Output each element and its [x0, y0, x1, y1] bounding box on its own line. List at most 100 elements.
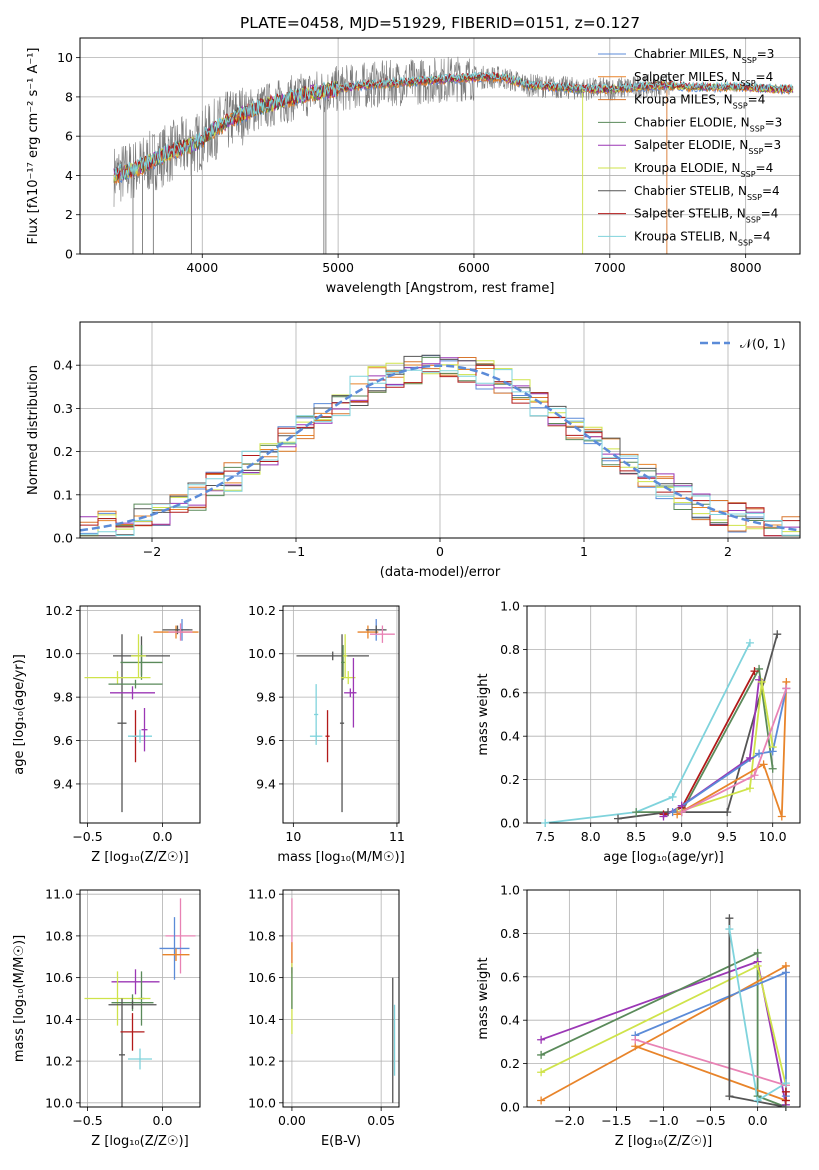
y-tick-label: 10.4 — [248, 1012, 276, 1027]
x-axis-label: (data-model)/error — [380, 565, 501, 580]
y-tick-label: 10 — [57, 50, 73, 65]
gridlines — [283, 890, 399, 1107]
x-tick-label: 0.00 — [278, 1113, 306, 1128]
weight-marker — [757, 677, 766, 686]
weight-marker — [753, 948, 762, 957]
axes-frame — [79, 605, 201, 824]
weight-marker — [673, 810, 682, 819]
legend-subscript: SSP — [750, 124, 765, 133]
y-tick-label: 4 — [65, 168, 73, 183]
x-tick-label: 6000 — [458, 260, 490, 275]
weight-marker — [755, 664, 764, 673]
plot-area — [113, 56, 794, 254]
chart-massweight_vs_age: 7.5 8.0 8.5 9.0 9.5 10.0 0.0 0.2 0.4 0.6 0.8 1.0 age… — [476, 599, 801, 865]
y-tick-label: 9.6 — [53, 733, 73, 748]
y-tick-label: 0.0 — [500, 816, 520, 831]
legend-suffix: =4 — [756, 161, 774, 175]
legend-subscript: SSP — [742, 56, 757, 65]
legend-subscript: SSP — [738, 238, 753, 247]
weight-marker — [753, 961, 762, 970]
x-tick-label: −1.5 — [601, 1113, 631, 1128]
spectrum-model-line — [113, 71, 794, 180]
x-tick-label: 0.0 — [748, 1113, 768, 1128]
spectrum-legend: Chabrier MILES, NSSP=3 Salpeter MILES, NS… — [598, 47, 782, 247]
y-tick-label: 0.2 — [53, 444, 73, 459]
weight-marker — [745, 638, 754, 647]
chart-residuals: −2 −1 0 1 2 0.0 0.1 0.2 0.3 0.4 (data-model)/error… — [26, 321, 801, 580]
legend-subscript: SSP — [747, 192, 762, 201]
figure-title: PLATE=0458, MJD=51929, FIBERID=0151, z=0… — [240, 14, 640, 32]
y-tick-label: 10.2 — [45, 603, 73, 618]
plot-area — [545, 633, 788, 823]
y-tick-label: 1.0 — [500, 883, 520, 898]
y-axis-label: mass weight — [476, 673, 491, 755]
weight-marker — [541, 819, 550, 827]
x-axis-label: Z [log₁₀(Z/Z☉)] — [91, 850, 188, 865]
y-tick-label: 10.8 — [248, 928, 276, 943]
y-tick-label: 10.6 — [45, 970, 73, 985]
legend-suffix: =4 — [753, 229, 771, 243]
y-axis-label: Flux [fλ10⁻¹⁷ erg cm⁻² s⁻¹ A⁻¹] — [26, 48, 41, 245]
axes-frame — [526, 605, 801, 824]
y-tick-label: 0.4 — [500, 729, 520, 744]
y-tick-label: 10.2 — [45, 1054, 73, 1069]
legend-suffix: =3 — [765, 115, 783, 129]
y-tick-label: 10.2 — [248, 1054, 276, 1069]
y-tick-label: 0 — [65, 247, 73, 262]
x-tick-label: 8.5 — [626, 829, 646, 844]
x-tick-label: 9.5 — [717, 829, 737, 844]
legend-suffix: =4 — [748, 93, 766, 107]
gaussian-curve — [80, 364, 800, 532]
x-tick-label: 0 — [436, 544, 444, 559]
x-axis-label: Z [log₁₀(Z/Z☉)] — [615, 1134, 712, 1149]
x-tick-label: 0.0 — [153, 829, 173, 844]
legend-suffix: =4 — [762, 184, 780, 198]
x-tick-label: 8000 — [730, 260, 762, 275]
y-tick-label: 0.0 — [500, 1100, 520, 1115]
axes-frame — [526, 889, 801, 1108]
weight-marker — [781, 968, 790, 977]
plot-area — [80, 354, 800, 537]
x-tick-label: 10 — [285, 829, 301, 844]
y-tick-label: 10.0 — [248, 1095, 276, 1110]
y-tick-label: 0.8 — [500, 642, 520, 657]
legend-label: 𝒩(0, 1) — [740, 336, 786, 351]
y-tick-label: 0.6 — [500, 685, 520, 700]
legend-label: Chabrier ELODIE, NSSP=3 — [634, 115, 782, 132]
weight-line — [676, 681, 774, 813]
x-axis-label: E(B-V) — [321, 1134, 361, 1149]
legend-subscript: SSP — [741, 78, 756, 87]
legend-label: Kroupa MILES, NSSP=4 — [634, 93, 765, 111]
y-tick-label: 10.0 — [248, 646, 276, 661]
histogram-step — [80, 369, 800, 536]
x-tick-label: −1 — [287, 544, 305, 559]
y-tick-label: 6 — [65, 129, 73, 144]
y-tick-label: 11.0 — [248, 887, 276, 902]
x-tick-label: 7.5 — [535, 829, 555, 844]
weight-marker — [725, 925, 734, 934]
y-axis-label: mass weight — [476, 957, 491, 1039]
y-tick-label: 2 — [65, 207, 73, 222]
legend-subscript: SSP — [733, 101, 748, 110]
y-axis-label: Normed distribution — [26, 365, 41, 495]
weight-marker — [745, 784, 754, 793]
x-tick-label: −0.5 — [72, 829, 102, 844]
y-tick-label: 0.6 — [500, 969, 520, 984]
x-axis-label: Z [log₁₀(Z/Z☉)] — [91, 1134, 188, 1149]
x-tick-label: 11 — [389, 829, 405, 844]
y-tick-label: 0.2 — [500, 772, 520, 787]
x-tick-label: −2.0 — [554, 1113, 584, 1128]
weight-marker — [777, 812, 786, 821]
weight-line — [676, 681, 788, 817]
weight-marker — [677, 808, 686, 817]
y-tick-label: 10.0 — [45, 1095, 73, 1110]
weight-line — [672, 688, 788, 813]
weight-marker — [773, 630, 782, 639]
legend-suffix: =3 — [757, 47, 775, 61]
plot-area — [84, 898, 196, 1107]
x-tick-label: 1 — [580, 544, 588, 559]
spectrum-model-line — [113, 72, 794, 180]
x-tick-label: 5000 — [322, 260, 354, 275]
axes-frame — [79, 37, 801, 255]
y-tick-label: 0.4 — [500, 1013, 520, 1028]
